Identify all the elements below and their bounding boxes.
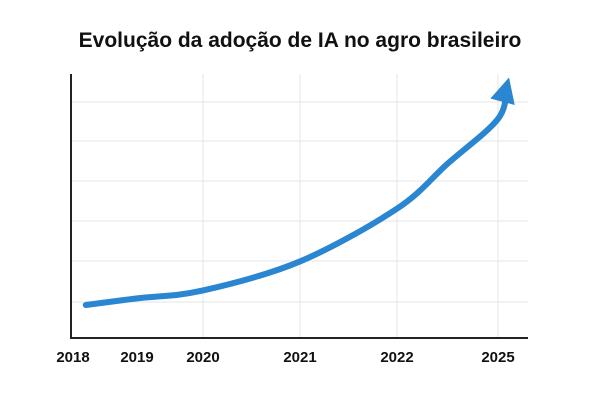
x-tick-label: 2018 [56, 349, 89, 366]
x-tick-label: 2021 [283, 349, 316, 366]
x-tick-label: 2025 [481, 349, 514, 366]
x-tick-label: 2020 [186, 349, 219, 366]
chart-title: Evolução da adoção de IA no agro brasile… [79, 29, 522, 52]
x-tick-label: 2022 [380, 349, 413, 366]
series [82, 77, 515, 308]
x-tick-label: 2019 [120, 349, 153, 366]
series-line [82, 77, 515, 308]
